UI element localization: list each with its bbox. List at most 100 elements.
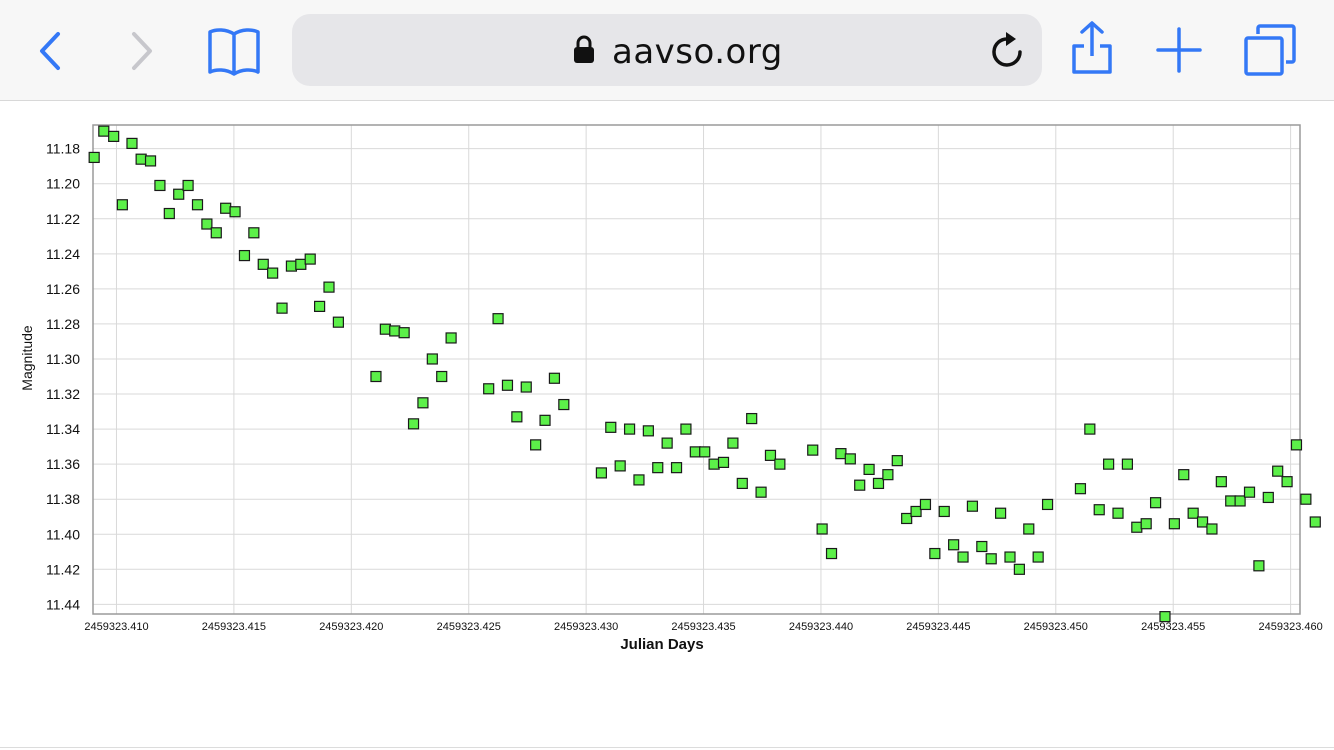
x-tick-label: 2459323.460 <box>1258 621 1322 633</box>
data-point <box>746 412 758 425</box>
y-tick-label: 11.20 <box>46 176 80 192</box>
y-tick-label: 11.42 <box>46 561 80 577</box>
data-point <box>210 227 222 239</box>
forward-icon[interactable] <box>126 30 158 72</box>
data-point <box>882 469 894 481</box>
data-point <box>1093 504 1105 516</box>
data-point <box>1234 495 1246 507</box>
x-tick-label: 2459323.450 <box>1024 621 1088 633</box>
data-point <box>267 267 279 279</box>
x-tick-label: 2459323.420 <box>319 621 383 633</box>
address-bar[interactable] <box>292 14 1042 86</box>
y-tick-label: 11.24 <box>46 246 80 262</box>
data-point <box>1032 551 1044 563</box>
data-point <box>1103 458 1115 470</box>
data-point <box>1041 498 1054 511</box>
data-point <box>398 327 410 339</box>
x-tick-label: 2459323.425 <box>437 621 501 633</box>
data-point <box>379 323 391 335</box>
data-point <box>332 316 344 328</box>
light-curve-chart: 11.18 11.20 11.22 11.24 11.26 11.28 11.30 11.32… <box>19 124 1323 653</box>
data-point <box>605 421 617 433</box>
data-point <box>863 463 875 476</box>
y-tick-label: 11.40 <box>46 526 80 542</box>
new-tab-icon[interactable] <box>1156 27 1202 73</box>
data-point <box>689 446 701 458</box>
data-point <box>116 199 128 211</box>
data-point <box>938 505 950 518</box>
data-point <box>154 179 166 192</box>
y-axis-label: Magnitude <box>19 325 35 391</box>
data-point <box>88 151 100 164</box>
data-point <box>1290 439 1303 451</box>
data-point <box>764 449 777 461</box>
data-point <box>1272 465 1284 477</box>
data-point <box>736 477 748 490</box>
data-point <box>1121 458 1134 470</box>
data-point <box>511 411 523 423</box>
share-icon[interactable] <box>1070 20 1114 76</box>
data-point <box>1300 493 1312 505</box>
data-point <box>1178 469 1190 481</box>
data-point <box>994 507 1007 519</box>
data-point <box>520 381 532 393</box>
data-point <box>276 302 288 314</box>
plot-area <box>92 124 1301 615</box>
data-point <box>238 249 251 262</box>
data-point <box>201 218 213 230</box>
data-point <box>1084 423 1096 435</box>
data-point <box>919 498 932 511</box>
data-point <box>257 258 269 270</box>
data-point <box>285 260 298 272</box>
data-point <box>1140 518 1152 530</box>
x-tick-label: 2459323.445 <box>906 621 970 633</box>
x-tick-label: 2459323.410 <box>84 621 148 633</box>
data-point <box>314 300 326 313</box>
data-point <box>1262 491 1274 504</box>
data-point <box>1159 611 1171 623</box>
data-point <box>929 547 941 560</box>
x-tick-label: 2459323.415 <box>202 621 266 633</box>
data-point <box>595 467 607 479</box>
data-point <box>835 448 847 460</box>
data-point <box>407 418 420 430</box>
data-point <box>1253 560 1265 572</box>
reload-icon[interactable] <box>990 30 1026 70</box>
y-tick-label: 11.36 <box>46 456 80 472</box>
data-point <box>807 444 819 456</box>
data-point <box>548 372 561 384</box>
data-point <box>220 202 232 214</box>
data-point <box>948 539 960 551</box>
back-icon[interactable] <box>36 30 68 72</box>
chart-grid <box>93 125 1300 614</box>
data-point <box>370 370 382 383</box>
data-point <box>680 423 692 435</box>
data-point <box>872 477 885 490</box>
data-point <box>844 453 856 465</box>
lock-icon <box>574 35 594 63</box>
x-tick-label: 2459323.455 <box>1141 621 1205 633</box>
data-point <box>1206 523 1218 535</box>
data-point <box>98 125 110 137</box>
data-point <box>1225 495 1237 507</box>
data-point <box>661 437 673 449</box>
data-point <box>614 460 626 472</box>
tabs-icon[interactable] <box>1244 24 1296 76</box>
x-tick-label: 2459323.435 <box>671 621 735 633</box>
data-point <box>1215 476 1227 488</box>
data-point <box>642 425 654 437</box>
bookmarks-icon[interactable] <box>206 26 262 76</box>
y-tick-label: 11.38 <box>46 491 80 507</box>
data-points <box>88 125 1321 623</box>
data-point <box>957 551 969 563</box>
data-point <box>135 153 147 165</box>
data-point <box>670 462 683 474</box>
data-point <box>108 130 120 142</box>
y-tick-label: 11.28 <box>46 316 80 332</box>
data-point <box>1023 523 1035 535</box>
data-point <box>1131 521 1143 533</box>
x-tick-label: 2459323.440 <box>789 621 853 633</box>
data-point <box>1187 507 1199 519</box>
data-point <box>891 455 903 467</box>
y-tick-label: 11.44 <box>46 596 80 612</box>
